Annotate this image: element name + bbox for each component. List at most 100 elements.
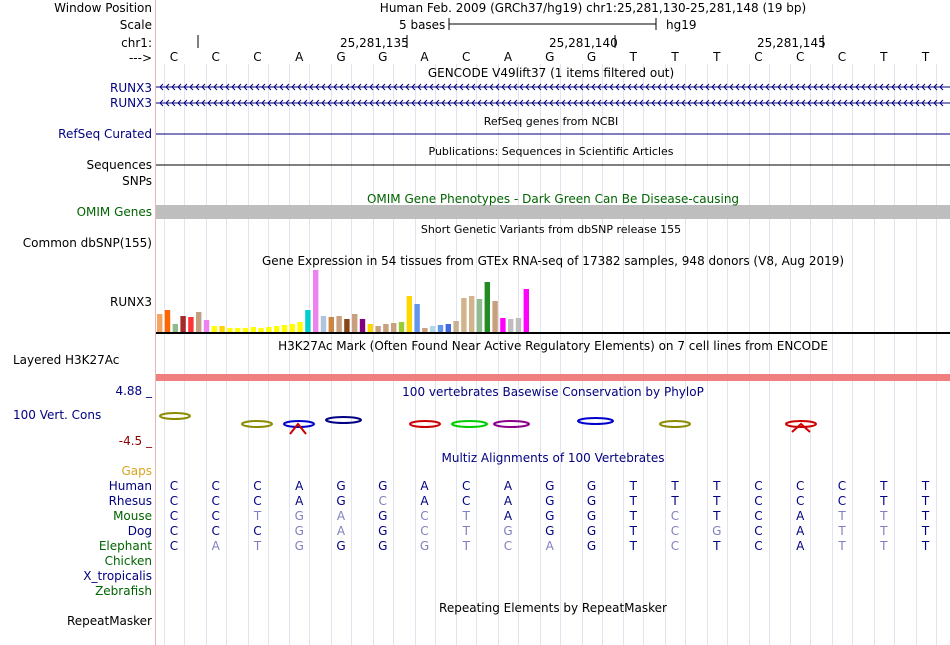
alignment-base: T bbox=[629, 479, 637, 493]
gtex-track-title[interactable]: Gene Expression in 54 tissues from GTEx … bbox=[261, 254, 845, 268]
refseq-track-title[interactable]: RefSeq genes from NCBI bbox=[483, 115, 619, 128]
alignment-base: A bbox=[503, 494, 513, 508]
alignment-base: G bbox=[586, 479, 597, 493]
species-label[interactable]: Rhesus bbox=[108, 494, 152, 508]
alignment-base: C bbox=[670, 539, 680, 553]
coord-label-3: 25,281,145 bbox=[757, 36, 826, 50]
scale-text: 5 bases bbox=[399, 18, 446, 32]
alignment-base: T bbox=[838, 509, 846, 523]
reference-base: A bbox=[295, 50, 304, 64]
alignment-base: C bbox=[754, 539, 763, 553]
gtex-bar bbox=[414, 304, 420, 332]
alignment-base: C bbox=[211, 479, 220, 493]
gtex-bar bbox=[258, 328, 264, 332]
alignment-base: T bbox=[880, 539, 888, 553]
gtex-bar bbox=[367, 324, 373, 332]
gtex-bar bbox=[297, 322, 303, 332]
alignment-base: C bbox=[670, 509, 680, 523]
species-label[interactable]: Human bbox=[108, 479, 152, 493]
alignment-base: C bbox=[211, 524, 220, 538]
phylop-glyph bbox=[283, 420, 315, 428]
omim-gene-bar bbox=[156, 205, 950, 219]
alignment-base: C bbox=[211, 509, 220, 523]
phylop-glyph bbox=[659, 420, 691, 428]
gtex-bar bbox=[227, 328, 233, 332]
alignment-base: G bbox=[378, 524, 388, 538]
gtex-bar bbox=[289, 324, 295, 332]
gtex-bar bbox=[352, 314, 358, 332]
reference-base: C bbox=[169, 50, 179, 64]
track-label-snps[interactable]: SNPs bbox=[122, 174, 152, 188]
alignment-base: T bbox=[629, 524, 637, 538]
alignment-base: T bbox=[629, 509, 637, 523]
phylop-track-title[interactable]: 100 vertebrates Basewise Conservation by… bbox=[402, 385, 704, 399]
alignment-base: T bbox=[253, 539, 262, 553]
phylop-glyph bbox=[493, 420, 530, 428]
alignment-base: T bbox=[921, 479, 930, 493]
gtex-bar bbox=[508, 319, 514, 332]
alignment-base: C bbox=[754, 479, 763, 493]
gtex-bar bbox=[492, 301, 498, 332]
alignment-base: T bbox=[629, 539, 637, 553]
track-label-runx3-a[interactable]: RUNX3 bbox=[110, 81, 152, 95]
alignment-base: C bbox=[420, 524, 429, 538]
alignment-base: C bbox=[169, 509, 179, 523]
alignment-base: A bbox=[336, 509, 346, 523]
alignment-base: A bbox=[295, 479, 304, 493]
track-label-common-dbsnp[interactable]: Common dbSNP(155) bbox=[22, 236, 152, 250]
alignment-base: G bbox=[336, 479, 346, 493]
alignment-base: G bbox=[419, 539, 430, 553]
publications-track-title[interactable]: Publications: Sequences in Scientific Ar… bbox=[428, 145, 674, 158]
gtex-bar bbox=[476, 299, 483, 332]
track-display-area[interactable]: Human Feb. 2009 (GRCh37/hg19) chr1:25,28… bbox=[156, 0, 950, 645]
alignment-base: G bbox=[545, 524, 555, 538]
track-label-refseq[interactable]: RefSeq Curated bbox=[58, 127, 152, 141]
gtex-bar bbox=[211, 326, 217, 332]
track-label-omim[interactable]: OMIM Genes bbox=[76, 205, 152, 219]
gtex-bar bbox=[305, 310, 311, 332]
repeatmasker-track-title[interactable]: Repeating Elements by RepeatMasker bbox=[439, 601, 667, 615]
gtex-bar bbox=[164, 310, 171, 332]
reference-base: G bbox=[378, 50, 388, 64]
gtex-bar bbox=[235, 328, 241, 332]
alignment-base: T bbox=[671, 494, 679, 508]
runx3-gene-b-chevrons bbox=[159, 99, 944, 107]
track-label-runx3-b[interactable]: RUNX3 bbox=[110, 96, 152, 110]
multiz-track-title[interactable]: Multiz Alignments of 100 Vertebrates bbox=[441, 451, 665, 465]
species-label[interactable]: Dog bbox=[127, 524, 152, 538]
track-label-runx3-gtex[interactable]: RUNX3 bbox=[110, 295, 152, 309]
track-label-sequences[interactable]: Sequences bbox=[86, 158, 152, 172]
alignment-base: T bbox=[671, 479, 679, 493]
alignment-base: C bbox=[754, 494, 763, 508]
alignment-base: G bbox=[586, 509, 597, 523]
gtex-bar bbox=[242, 328, 249, 332]
species-label[interactable]: Chicken bbox=[104, 554, 152, 568]
gtex-bar bbox=[274, 326, 280, 332]
phylop-glyph bbox=[791, 422, 811, 433]
track-label-vert-cons[interactable]: 100 Vert. Cons bbox=[13, 408, 102, 422]
gtex-bar bbox=[344, 319, 350, 332]
omim-track-title[interactable]: OMIM Gene Phenotypes - Dark Green Can Be… bbox=[366, 192, 740, 206]
gencode-track-title[interactable]: GENCODE V49lift37 (1 items filtered out) bbox=[427, 66, 675, 80]
alignment-base: C bbox=[837, 494, 847, 508]
reference-base: T bbox=[713, 50, 721, 64]
browser-graphics bbox=[156, 18, 950, 645]
phylop-glyph bbox=[289, 422, 307, 435]
alignment-base: T bbox=[921, 509, 930, 523]
alignment-base: C bbox=[837, 479, 847, 493]
track-label-repeatmasker[interactable]: RepeatMasker bbox=[66, 614, 152, 628]
phylop-glyph bbox=[409, 420, 441, 428]
alignment-base: C bbox=[503, 539, 513, 553]
h3k27ac-track-title[interactable]: H3K27Ac Mark (Often Found Near Active Re… bbox=[278, 339, 828, 353]
gtex-bar bbox=[422, 328, 428, 332]
alignment-base: G bbox=[294, 539, 304, 553]
species-label[interactable]: Mouse bbox=[113, 509, 152, 523]
track-label-layered-h3k27ac[interactable]: Layered H3K27Ac bbox=[13, 353, 120, 367]
species-label[interactable]: Elephant bbox=[98, 539, 152, 553]
dbsnp-track-title[interactable]: Short Genetic Variants from dbSNP releas… bbox=[420, 223, 682, 236]
track-label-gaps[interactable]: Gaps bbox=[121, 464, 152, 478]
species-label[interactable]: Zebrafish bbox=[95, 584, 152, 598]
phylop-max-label: 4.88 _ bbox=[115, 384, 152, 398]
alignment-base: T bbox=[880, 479, 888, 493]
species-label[interactable]: X_tropicalis bbox=[83, 569, 152, 583]
